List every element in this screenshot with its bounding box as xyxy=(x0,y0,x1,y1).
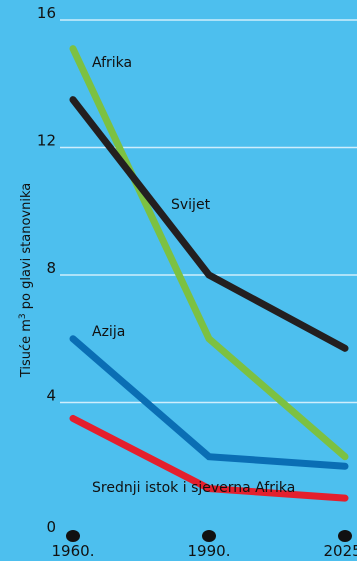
series-lines xyxy=(69,45,349,502)
y-tick-label: 8 xyxy=(46,259,56,277)
series-line xyxy=(69,414,349,502)
x-tick-label: 2025. xyxy=(324,542,357,560)
y-tick-label: 16 xyxy=(37,4,56,22)
series-label: Azija xyxy=(92,324,125,340)
x-tick-label: 1960. xyxy=(52,542,95,560)
series-line xyxy=(69,96,349,352)
y-tick-labels: 0 4 8 12 16 xyxy=(37,4,56,536)
y-tick-label: 12 xyxy=(37,132,56,150)
x-axis-markers xyxy=(66,530,352,542)
series-label: Srednji istok i sjeverna Afrika xyxy=(92,480,295,496)
series-line xyxy=(69,335,349,470)
series-label: Afrika xyxy=(92,55,132,71)
series-labels: Afrika Svijet Azija Srednji istok i sjevern… xyxy=(92,55,295,496)
x-axis-marker xyxy=(66,530,80,542)
x-tick-label: 1990. xyxy=(188,542,231,560)
series-line xyxy=(69,45,349,461)
x-tick-labels: 1960. 1990. 2025. xyxy=(52,542,357,560)
y-axis-label: Tisuće m3 po glavi stanovnika xyxy=(18,183,34,378)
x-axis-marker xyxy=(338,530,352,542)
series-label: Svijet xyxy=(171,197,211,213)
y-tick-label: 4 xyxy=(46,387,56,405)
x-axis-marker xyxy=(202,530,216,542)
y-tick-label: 0 xyxy=(46,518,56,536)
